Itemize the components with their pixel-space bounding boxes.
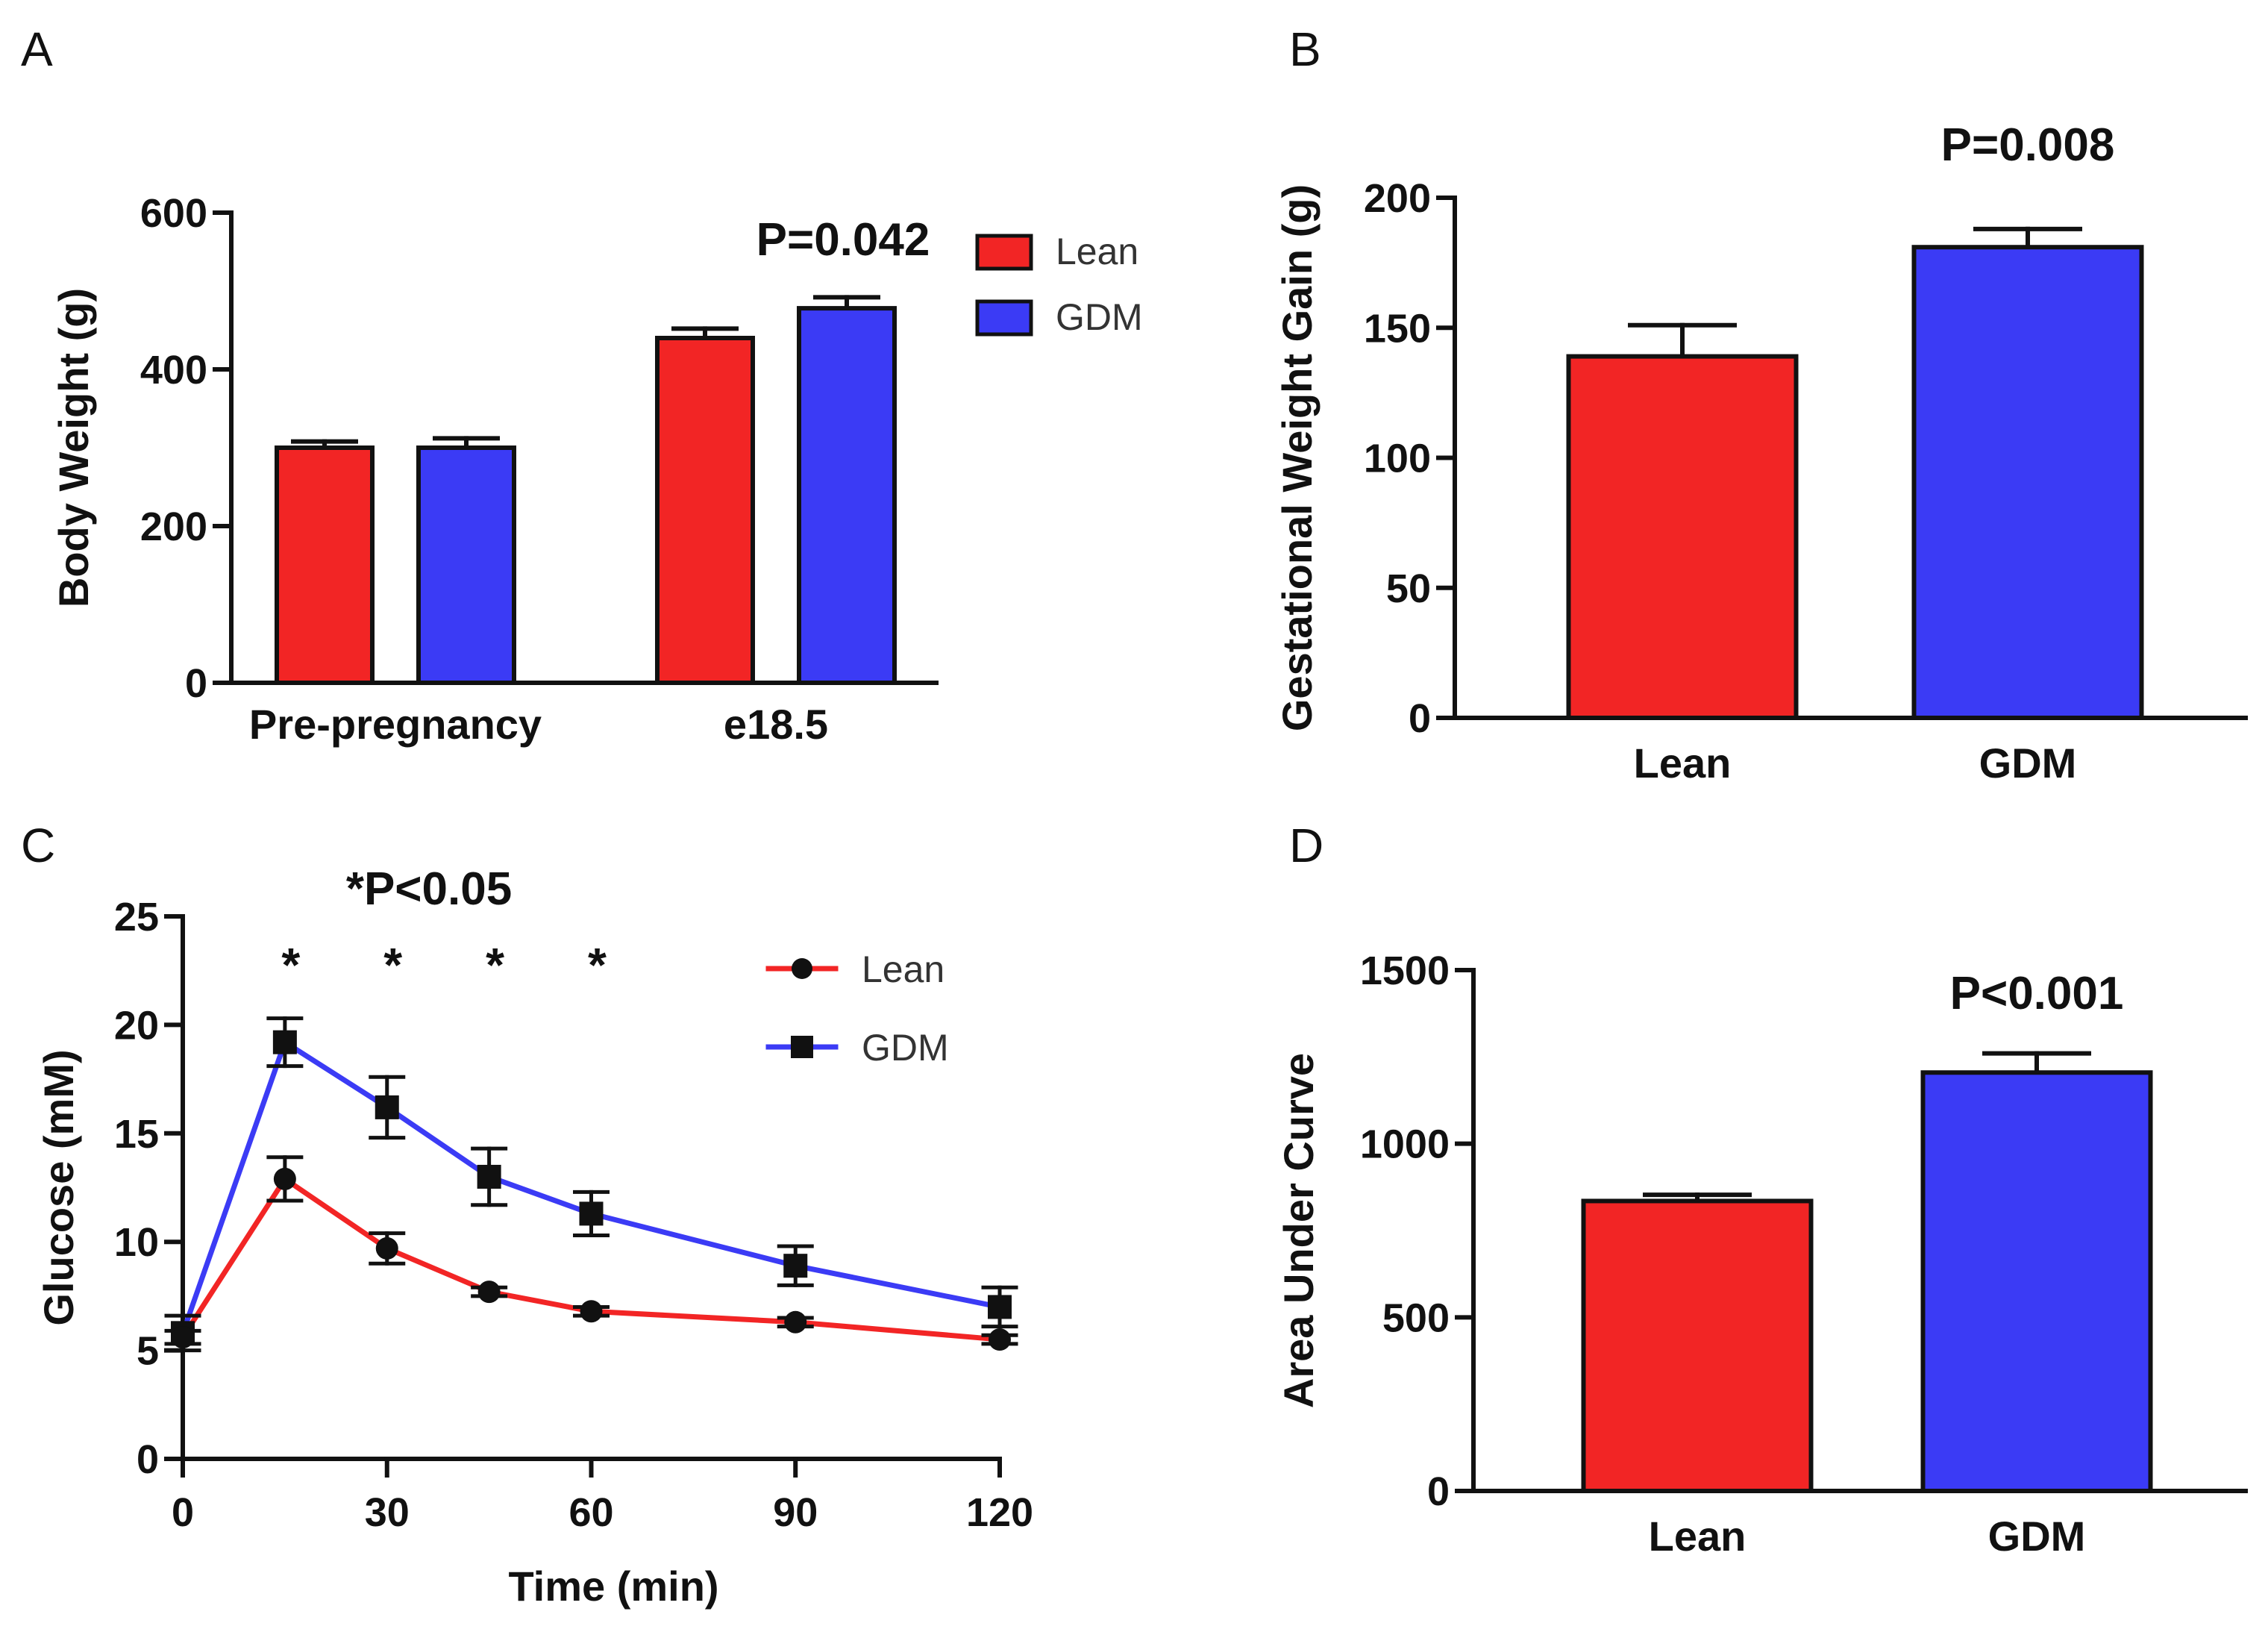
legend-marker-gdm bbox=[791, 1036, 813, 1058]
legend-swatch-lean bbox=[975, 234, 1033, 271]
significance-star: * bbox=[383, 938, 402, 992]
significance-star: * bbox=[588, 938, 607, 992]
1-y-tick-label: 150 bbox=[1364, 306, 1431, 351]
x-category-label: GDM bbox=[1988, 1513, 2086, 1560]
3-y-tick-label: 1000 bbox=[1360, 1122, 1450, 1167]
x-category-label: Pre-pregnancy bbox=[249, 701, 542, 748]
bar-gdm bbox=[797, 306, 897, 685]
0-y-tick-label: 0 bbox=[185, 661, 207, 706]
1-y-tick-label: 100 bbox=[1364, 437, 1431, 481]
2-y-tick-label: 10 bbox=[114, 1220, 159, 1265]
3-y-tick-label: 1500 bbox=[1360, 948, 1450, 993]
data-point-lean bbox=[273, 1167, 296, 1190]
data-point-lean bbox=[784, 1310, 807, 1334]
x-category-label: Lean bbox=[1649, 1513, 1747, 1560]
significance-star: * bbox=[281, 938, 300, 992]
2-y-tick-label: 20 bbox=[114, 1003, 159, 1048]
x-axis-label: Time (min) bbox=[508, 1563, 718, 1610]
data-point-gdm bbox=[272, 1030, 297, 1054]
series-line-gdm bbox=[180, 1039, 1000, 1334]
data-point-lean bbox=[375, 1236, 398, 1260]
2-y-tick-label: 5 bbox=[137, 1329, 159, 1374]
x-tick-label: 120 bbox=[966, 1490, 1033, 1535]
bar-lean bbox=[1581, 1198, 1814, 1493]
bar-gdm bbox=[1920, 1070, 2153, 1493]
0-y-axis-label: Body Weight (g) bbox=[50, 288, 97, 607]
2-y-tick-label: 15 bbox=[114, 1112, 159, 1157]
3-y-tick-label: 0 bbox=[1427, 1469, 1450, 1514]
data-point-lean bbox=[172, 1326, 194, 1349]
2-y-tick-label: 0 bbox=[137, 1437, 159, 1482]
0-y-tick-label: 200 bbox=[140, 504, 207, 549]
data-point-gdm bbox=[477, 1164, 501, 1189]
1-y-axis-label: Gestational Weight Gain (g) bbox=[1274, 184, 1321, 731]
data-point-gdm bbox=[988, 1295, 1012, 1319]
x-category-label: GDM bbox=[1979, 740, 2077, 787]
x-tick-label: 30 bbox=[365, 1490, 410, 1535]
2-y-axis-label: Glucose (mM) bbox=[35, 1049, 82, 1325]
0-y-tick-label: 400 bbox=[140, 348, 207, 393]
significance-star: * bbox=[486, 938, 504, 992]
data-point-gdm bbox=[783, 1254, 808, 1278]
p-value-annotation: P<0.001 bbox=[1950, 968, 2124, 1019]
legend-label-gdm: GDM bbox=[862, 1027, 949, 1069]
3-y-axis-label: Area Under Curve bbox=[1275, 1053, 1322, 1408]
panel-label: B bbox=[1289, 22, 1321, 76]
legend-label-lean: Lean bbox=[862, 948, 945, 990]
p-value-annotation: P=0.008 bbox=[1941, 119, 2115, 171]
panel-b: B 0 50 100 150 200 Gestational Weight Gain (g)… bbox=[1274, 22, 2248, 787]
1-y-tick-label: 50 bbox=[1386, 566, 1431, 611]
3-y-tick-label: 500 bbox=[1382, 1295, 1450, 1340]
1-y-tick-label: 200 bbox=[1364, 176, 1431, 221]
x-tick-label: 0 bbox=[172, 1490, 194, 1535]
x-category-label: e18.5 bbox=[724, 701, 828, 748]
bar-gdm bbox=[416, 445, 516, 685]
2-y-tick-label: 25 bbox=[114, 895, 159, 940]
legend-marker-lean bbox=[792, 958, 812, 979]
data-point-lean bbox=[989, 1328, 1011, 1351]
panel-a: A 0 200 400 600 Body Weight (g) Pre-pregnancy e… bbox=[21, 22, 1143, 748]
p-value-annotation: P=0.042 bbox=[756, 214, 930, 266]
legend-swatch-gdm bbox=[975, 299, 1033, 337]
0-y-tick-label: 600 bbox=[140, 191, 207, 236]
p-value-annotation: *P<0.05 bbox=[346, 863, 512, 915]
panel-d: D 0 500 1000 1500 Area Under Curve Lean GDM P<0.… bbox=[1275, 819, 2248, 1560]
x-tick-label: 90 bbox=[773, 1490, 818, 1535]
x-category-label: Lean bbox=[1634, 740, 1732, 787]
panel-c: C 0 5 10 15 20 25 Glucose (mM) 0 30 60 90 120 Time (m… bbox=[21, 819, 1033, 1610]
bar-lean bbox=[1566, 354, 1799, 720]
bar-lean bbox=[275, 445, 375, 685]
x-tick-label: 60 bbox=[568, 1490, 613, 1535]
data-point-lean bbox=[477, 1281, 501, 1304]
panel-label: C bbox=[21, 819, 55, 872]
panel-label: A bbox=[21, 22, 53, 76]
data-point-gdm bbox=[375, 1095, 399, 1119]
data-point-gdm bbox=[579, 1201, 604, 1226]
legend-label-gdm: GDM bbox=[1056, 296, 1143, 338]
data-point-lean bbox=[580, 1300, 603, 1323]
bar-gdm bbox=[1911, 245, 2144, 720]
bar-lean bbox=[655, 336, 755, 685]
panel-label: D bbox=[1289, 819, 1323, 872]
legend-label-lean: Lean bbox=[1056, 231, 1138, 272]
1-y-tick-label: 0 bbox=[1409, 696, 1431, 741]
